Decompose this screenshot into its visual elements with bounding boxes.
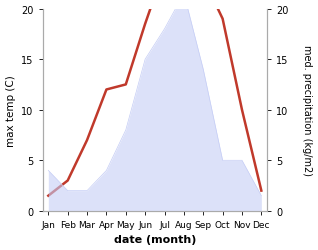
X-axis label: date (month): date (month) <box>114 234 196 244</box>
Y-axis label: max temp (C): max temp (C) <box>5 74 16 146</box>
Y-axis label: med. precipitation (kg/m2): med. precipitation (kg/m2) <box>302 45 313 176</box>
